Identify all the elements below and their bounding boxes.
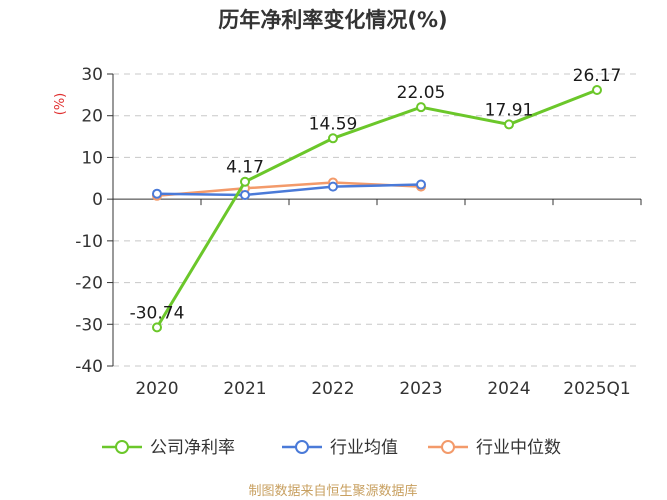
y-tick-label: 10: [81, 148, 103, 168]
series-layer: [152, 84, 602, 333]
y-tick-label: -10: [75, 232, 103, 252]
data-point: [416, 179, 426, 190]
data-label: 17.91: [485, 100, 534, 120]
x-tick-label: 2024: [487, 379, 530, 399]
data-labels: -30.74 4.17 14.59 22.05 17.91 26.17: [130, 66, 622, 323]
grid-lines: [113, 73, 641, 367]
x-tick-label: 2021: [223, 379, 266, 399]
legend-label: 行业均值: [330, 438, 398, 458]
series-line: [156, 183, 422, 197]
data-point: [592, 84, 602, 95]
legend-item-2[interactable]: 行业中位数: [428, 438, 561, 458]
x-axis-ticks: 2020 2021 2022 2023 2024 2025Q1: [135, 379, 630, 399]
legend-marker: [441, 440, 455, 454]
legend[interactable]: 公司净利率 行业均值 行业中位数: [102, 438, 561, 458]
data-label: 4.17: [226, 158, 264, 178]
legend-item-0[interactable]: 公司净利率: [102, 438, 235, 458]
series-line: [155, 88, 598, 329]
x-tick-label: 2022: [311, 379, 354, 399]
legend-marker: [295, 440, 309, 454]
series-2: [152, 177, 426, 201]
y-tick-label: 0: [92, 190, 103, 210]
series-1: [152, 179, 426, 200]
x-tick-label: 2025Q1: [563, 379, 630, 399]
y-axis-unit-label: (%): [53, 93, 68, 116]
y-tick-label: 30: [81, 65, 103, 85]
data-point: [504, 119, 514, 130]
y-tick-label: -30: [75, 315, 103, 335]
y-axis-ticks: 30 20 10 0 -10 -20 -30 -40: [75, 65, 113, 377]
y-tick-label: -20: [75, 274, 103, 294]
x-tick-label: 2023: [399, 379, 442, 399]
legend-label: 公司净利率: [150, 438, 235, 458]
data-label: -30.74: [130, 303, 185, 323]
x-tick-label: 2020: [135, 379, 178, 399]
data-point: [328, 181, 338, 192]
data-label: 22.05: [397, 83, 446, 103]
chart-title: 历年净利率变化情况(%): [218, 8, 447, 32]
data-label: 14.59: [309, 114, 358, 134]
legend-label: 行业中位数: [476, 438, 561, 458]
legend-marker: [115, 440, 129, 454]
data-point: [416, 102, 426, 113]
legend-item-1[interactable]: 行业均值: [282, 438, 398, 458]
data-point: [240, 176, 250, 187]
data-point: [240, 189, 250, 200]
data-point: [152, 322, 162, 333]
series-0: [152, 84, 602, 333]
y-tick-label: -40: [75, 357, 103, 377]
data-point: [152, 188, 162, 199]
y-tick-label: 20: [81, 107, 103, 127]
data-label: 26.17: [573, 66, 622, 86]
axes: [112, 74, 642, 366]
source-note: 制图数据来自恒生聚源数据库: [248, 483, 417, 499]
data-point: [328, 133, 338, 144]
